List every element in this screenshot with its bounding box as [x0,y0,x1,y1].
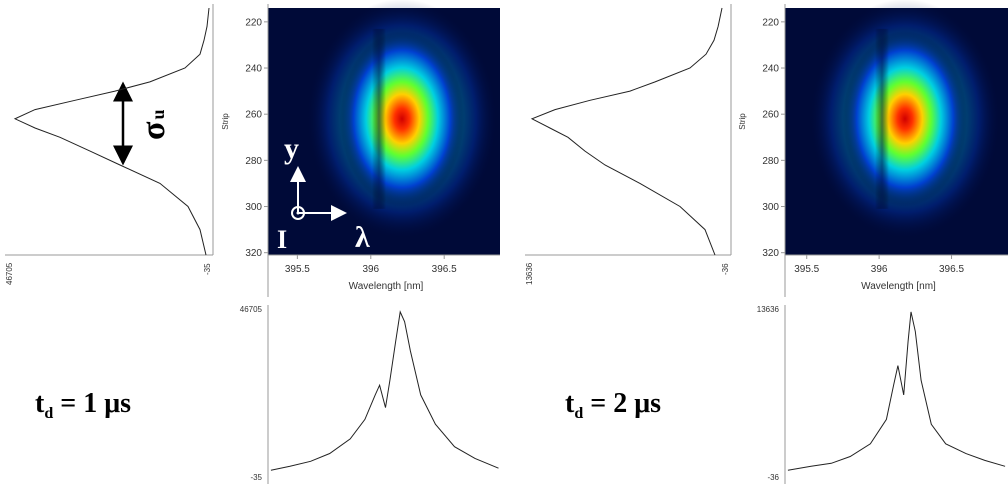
delay-label: td = 1 μs [35,388,131,422]
y-axis-title: Strip [221,113,230,130]
x-tick-label: 396.5 [432,264,457,275]
y-tick-label: 220 [245,17,262,28]
y-tick-label: 280 [245,156,262,167]
y-tick-label: 300 [245,202,262,213]
profile-min-label: -35 [203,263,212,275]
vertical-profile-curve [13,7,210,256]
axis-y-label: y [284,132,299,165]
delay-label-part: = 2 μs [583,388,661,419]
sigma-label: σu [135,109,172,140]
x-axis-title: Wavelength [nm] [861,281,936,292]
y-tick-label: 260 [762,110,779,121]
x-tick-label: 395.5 [794,264,819,275]
vertical-profile-curve [530,7,723,256]
profile-max-label: 46705 [240,305,263,314]
heatmap-gap [372,28,386,209]
heatmap-spot [843,30,967,207]
axis-origin-dot [296,211,300,215]
y-tick-label: 220 [762,17,779,28]
delay-label-part: = 1 μs [53,388,131,419]
y-tick-label: 260 [245,110,262,121]
profile-max-label: 46705 [5,262,14,285]
profile-max-label: 13636 [757,305,780,314]
x-axis-title: Wavelength [nm] [349,281,424,292]
y-tick-label: 320 [762,248,779,259]
heatmap-spot [340,30,464,207]
profile-min-label: -36 [767,473,779,482]
heatmap-gap [875,28,889,209]
delay-label: td = 2 μs [565,388,661,422]
profile-min-label: -35 [250,473,262,482]
profile-max-label: 13636 [525,262,534,285]
y-tick-label: 240 [245,64,262,75]
y-tick-label: 240 [762,64,779,75]
y-tick-label: 280 [762,156,779,167]
y-tick-label: 300 [762,202,779,213]
y-axis-title: Strip [738,113,747,130]
axis-i-label: I [277,225,287,254]
horizontal-profile-curve [787,311,1006,471]
y-tick-label: 320 [245,248,262,259]
delay-label-part: t [565,388,575,419]
profile-min-label: -36 [721,263,730,275]
horizontal-profile-curve [270,310,499,471]
x-tick-label: 396 [362,264,379,275]
x-tick-label: 395.5 [285,264,310,275]
x-tick-label: 396.5 [939,264,964,275]
x-tick-label: 396 [871,264,888,275]
delay-label-part: d [44,405,53,422]
axis-origin [291,206,305,220]
axis-lambda-label: λ [355,221,370,254]
delay-label-part: d [574,405,583,422]
delay-label-part: t [35,388,45,419]
